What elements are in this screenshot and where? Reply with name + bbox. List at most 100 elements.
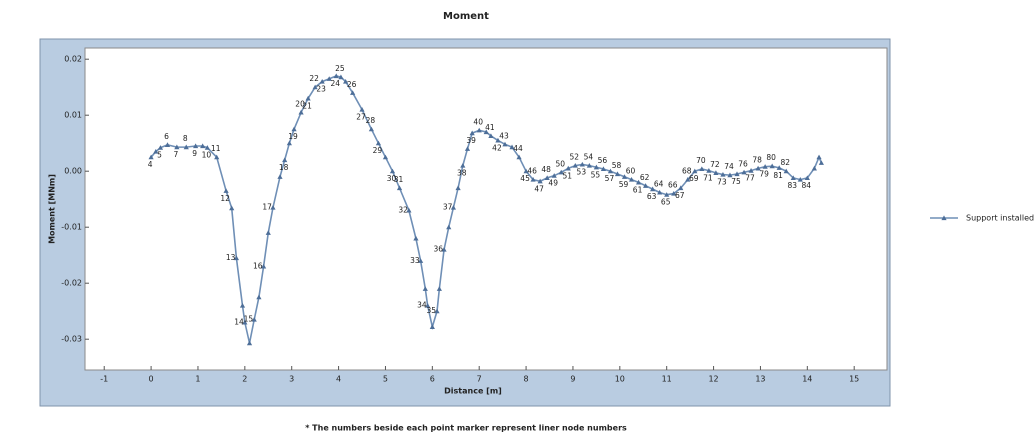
node-label: 79: [759, 170, 769, 179]
node-label: 77: [745, 174, 755, 183]
point-marker: [720, 171, 726, 177]
point-marker: [239, 303, 246, 308]
x-tick-label: 3: [289, 375, 294, 384]
node-label: 75: [731, 177, 741, 186]
point-marker: [579, 161, 585, 167]
y-tick-label: -0.02: [61, 279, 82, 288]
y-tick-label: 0.01: [64, 111, 82, 120]
point-marker: [621, 174, 628, 179]
footnote: * The numbers beside each point marker r…: [305, 424, 627, 433]
node-label: 78: [752, 155, 762, 164]
point-marker: [382, 154, 389, 160]
point-marker: [607, 168, 614, 174]
node-label: 32: [398, 205, 408, 214]
point-marker: [804, 175, 810, 180]
point-marker: [502, 141, 508, 147]
x-tick-label: 12: [708, 375, 718, 384]
node-label: 71: [703, 174, 713, 183]
x-tick-label: 2: [242, 375, 247, 384]
legend-marker: [941, 215, 947, 221]
x-tick-label: 4: [336, 375, 341, 384]
node-label: 59: [619, 180, 629, 189]
point-marker: [425, 303, 431, 308]
point-marker: [464, 146, 471, 151]
point-marker: [246, 340, 253, 346]
node-label: 41: [485, 123, 495, 132]
point-marker: [734, 171, 740, 177]
point-marker: [455, 185, 461, 191]
point-marker: [769, 163, 775, 169]
node-label: 57: [605, 174, 615, 183]
node-label: 46: [527, 167, 537, 176]
point-marker: [643, 183, 649, 188]
point-marker: [183, 144, 189, 150]
point-marker: [537, 178, 543, 184]
node-label: 49: [548, 179, 558, 188]
node-label: 26: [347, 80, 357, 89]
point-marker: [483, 129, 489, 135]
point-marker: [214, 154, 220, 160]
node-label: 8: [183, 134, 188, 143]
x-tick-label: -1: [100, 375, 108, 384]
point-marker: [811, 165, 817, 171]
point-marker: [797, 177, 803, 182]
point-marker: [441, 247, 447, 252]
point-marker: [350, 90, 356, 95]
node-label: 72: [710, 160, 720, 169]
point-marker: [516, 154, 522, 160]
x-tick-label: 9: [570, 375, 575, 384]
node-label: 47: [534, 184, 544, 193]
point-marker: [469, 130, 475, 136]
point-marker: [413, 235, 419, 241]
point-marker: [291, 126, 297, 132]
x-tick-label: 10: [615, 375, 625, 384]
point-marker: [572, 163, 578, 168]
series-line: [150, 75, 823, 344]
point-marker: [635, 179, 642, 185]
node-label: 52: [570, 153, 580, 162]
point-marker: [818, 160, 824, 165]
point-marker: [699, 166, 705, 172]
point-marker: [488, 133, 494, 138]
point-marker: [544, 175, 550, 180]
x-tick-label: 6: [430, 375, 435, 384]
point-marker: [783, 168, 789, 174]
y-tick-label: -0.01: [61, 223, 82, 232]
point-marker: [551, 173, 557, 178]
node-label: 51: [562, 171, 572, 180]
node-label: 44: [513, 144, 523, 153]
point-marker: [755, 165, 761, 171]
node-label: 84: [802, 181, 812, 190]
point-marker: [389, 168, 396, 174]
point-marker: [446, 224, 452, 230]
point-marker: [727, 172, 733, 178]
point-marker: [678, 185, 684, 191]
point-marker: [558, 169, 564, 175]
point-marker: [523, 168, 529, 174]
point-marker: [164, 142, 171, 147]
node-label: 16: [253, 261, 263, 270]
point-marker: [174, 144, 180, 150]
node-label: 21: [302, 101, 312, 110]
y-tick-label: -0.03: [61, 335, 82, 344]
node-label: 68: [682, 167, 692, 176]
node-label: 40: [473, 117, 483, 126]
node-label: 10: [202, 151, 212, 160]
node-label: 23: [316, 85, 326, 94]
node-label: 28: [366, 116, 376, 125]
point-marker: [333, 73, 339, 79]
x-tick-label: 15: [849, 375, 859, 384]
legend-label: Support installed: [966, 214, 1034, 223]
node-label: 25: [335, 64, 345, 73]
point-marker: [326, 76, 332, 81]
point-marker: [368, 126, 374, 132]
node-label: 83: [787, 181, 797, 190]
point-marker: [396, 185, 403, 191]
point-marker: [418, 258, 424, 263]
point-marker: [319, 79, 325, 84]
node-label: 35: [426, 306, 436, 315]
node-label: 81: [773, 171, 783, 180]
point-marker: [343, 79, 349, 84]
node-label: 14: [234, 317, 244, 326]
